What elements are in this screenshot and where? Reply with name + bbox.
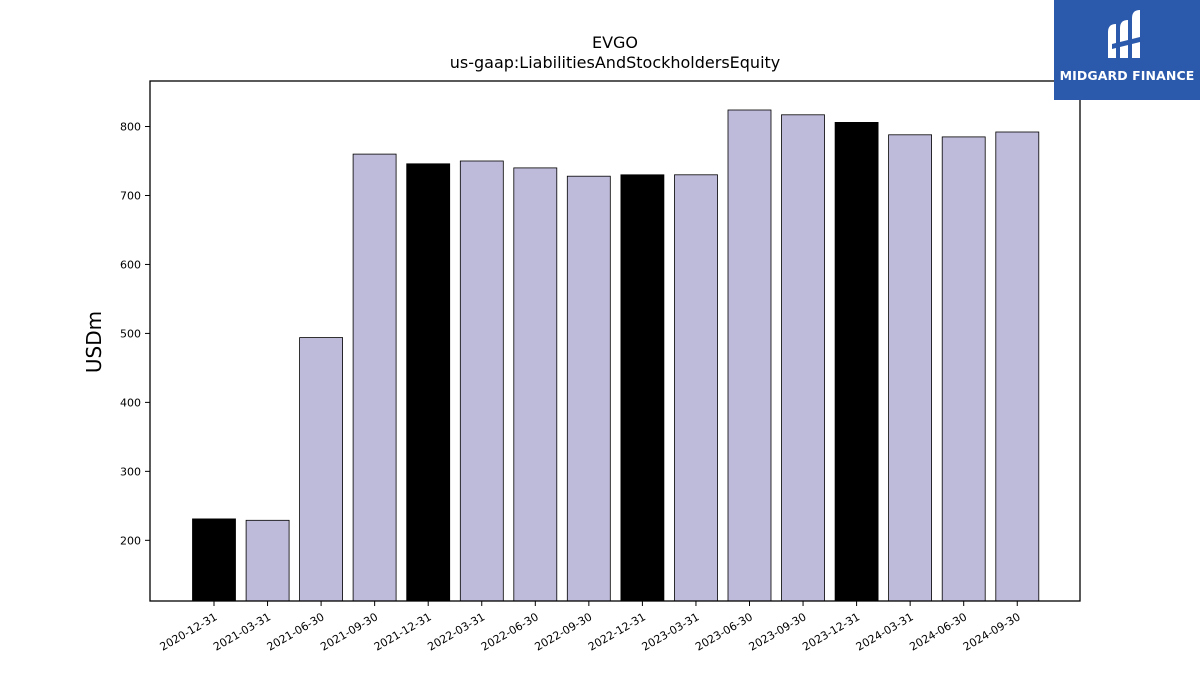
x-tick-label: 2022-09-30 bbox=[532, 610, 594, 653]
x-tick-label: 2023-12-31 bbox=[800, 610, 862, 653]
chart-subtitle: us-gaap:LiabilitiesAndStockholdersEquity bbox=[450, 53, 781, 72]
x-tick-label: 2022-06-30 bbox=[479, 610, 541, 653]
x-tick-label: 2022-03-31 bbox=[425, 610, 487, 653]
x-tick-label: 2023-09-30 bbox=[747, 610, 809, 653]
x-tick-label: 2020-12-31 bbox=[158, 610, 220, 653]
x-tick-label: 2021-03-31 bbox=[211, 610, 273, 653]
x-tick-label: 2023-03-31 bbox=[640, 610, 702, 653]
x-tick-label: 2021-09-30 bbox=[318, 610, 380, 653]
x-axis-ticks: 2020-12-312021-03-312021-06-302021-09-30… bbox=[158, 601, 1023, 654]
bar-2024-06-30 bbox=[941, 136, 986, 602]
x-tick-label: 2024-03-31 bbox=[854, 610, 916, 653]
y-tick-label: 500 bbox=[120, 327, 141, 340]
logo-text: MIDGARD FINANCE bbox=[1059, 68, 1195, 83]
bar-2022-09-30 bbox=[566, 175, 611, 602]
x-tick-label: 2021-12-31 bbox=[372, 610, 434, 653]
y-tick-label: 200 bbox=[120, 534, 141, 547]
x-tick-label: 2024-09-30 bbox=[961, 610, 1023, 653]
bar-2022-12-31 bbox=[620, 174, 665, 602]
x-tick-label: 2024-06-30 bbox=[907, 610, 969, 653]
bar-2021-06-30 bbox=[299, 337, 344, 602]
y-tick-label: 300 bbox=[120, 465, 141, 478]
plot-frame bbox=[149, 80, 1081, 602]
y-axis-ticks: 200 300 400 500 600 700 800 bbox=[120, 121, 150, 547]
bar-2021-12-31 bbox=[406, 163, 451, 602]
y-tick-label: 800 bbox=[120, 121, 141, 134]
bar-2020-12-31 bbox=[192, 518, 236, 602]
bar-2024-09-30 bbox=[995, 131, 1040, 602]
y-tick-label: 700 bbox=[120, 189, 141, 202]
bar-2023-03-31 bbox=[674, 174, 718, 602]
bar-2022-03-31 bbox=[459, 160, 504, 602]
x-tick-label: 2022-12-31 bbox=[586, 610, 648, 653]
chart-title: EVGO bbox=[592, 33, 638, 52]
bar-2024-03-31 bbox=[888, 134, 932, 602]
y-axis-label: USDm bbox=[82, 311, 106, 373]
bar-2021-03-31 bbox=[245, 519, 290, 602]
bar-2022-06-30 bbox=[513, 167, 558, 602]
midgard-m-logo-icon bbox=[1108, 10, 1144, 58]
y-tick-label: 400 bbox=[120, 396, 141, 409]
midgard-finance-logo: MIDGARD FINANCE bbox=[1054, 0, 1200, 100]
y-tick-label: 600 bbox=[120, 258, 141, 271]
bar-2023-09-30 bbox=[781, 114, 825, 602]
x-tick-label: 2023-06-30 bbox=[693, 610, 755, 653]
bar-2023-06-30 bbox=[727, 109, 772, 602]
bar-2021-09-30 bbox=[352, 153, 397, 602]
x-tick-label: 2021-06-30 bbox=[265, 610, 327, 653]
bars-group bbox=[192, 109, 1040, 602]
bar-2023-12-31 bbox=[834, 122, 879, 602]
